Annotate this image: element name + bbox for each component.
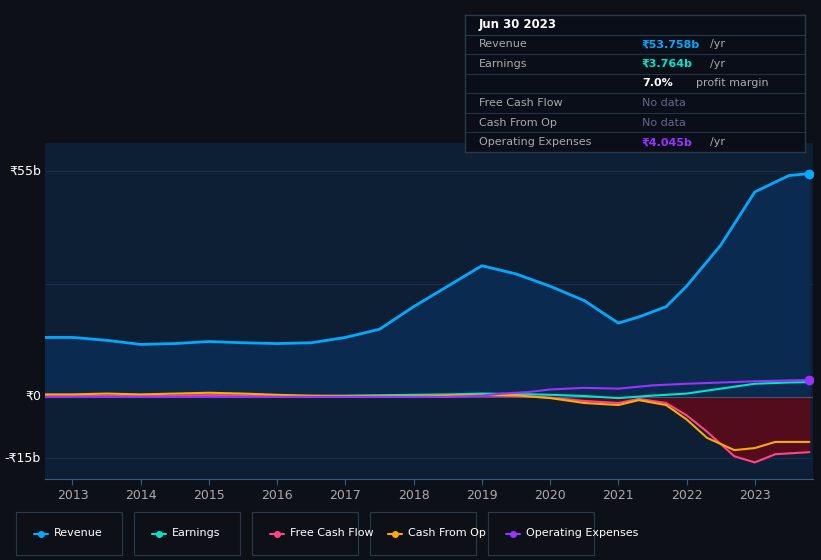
Text: Revenue: Revenue xyxy=(479,39,527,49)
Text: /yr: /yr xyxy=(710,39,725,49)
Text: -₹15b: -₹15b xyxy=(5,452,41,465)
Text: ₹53.758b: ₹53.758b xyxy=(642,39,700,49)
Text: Cash From Op: Cash From Op xyxy=(408,529,486,539)
Text: Operating Expenses: Operating Expenses xyxy=(526,529,639,539)
Text: ₹0: ₹0 xyxy=(25,390,41,403)
FancyBboxPatch shape xyxy=(370,512,476,554)
FancyBboxPatch shape xyxy=(134,512,240,554)
Text: No data: No data xyxy=(642,118,686,128)
Text: Operating Expenses: Operating Expenses xyxy=(479,137,591,147)
Text: 7.0%: 7.0% xyxy=(642,78,672,88)
Text: Jun 30 2023: Jun 30 2023 xyxy=(479,18,557,31)
FancyBboxPatch shape xyxy=(488,512,594,554)
Text: /yr: /yr xyxy=(710,59,725,69)
Text: No data: No data xyxy=(642,98,686,108)
Text: Earnings: Earnings xyxy=(479,59,527,69)
Text: profit margin: profit margin xyxy=(696,78,768,88)
Text: Cash From Op: Cash From Op xyxy=(479,118,557,128)
Text: ₹55b: ₹55b xyxy=(9,165,41,178)
FancyBboxPatch shape xyxy=(16,512,122,554)
Text: /yr: /yr xyxy=(710,137,725,147)
FancyBboxPatch shape xyxy=(252,512,358,554)
Text: ₹3.764b: ₹3.764b xyxy=(642,59,693,69)
Text: Free Cash Flow: Free Cash Flow xyxy=(291,529,374,539)
Text: ₹4.045b: ₹4.045b xyxy=(642,137,693,147)
Text: Free Cash Flow: Free Cash Flow xyxy=(479,98,562,108)
Text: Revenue: Revenue xyxy=(54,529,103,539)
Text: Earnings: Earnings xyxy=(172,529,221,539)
